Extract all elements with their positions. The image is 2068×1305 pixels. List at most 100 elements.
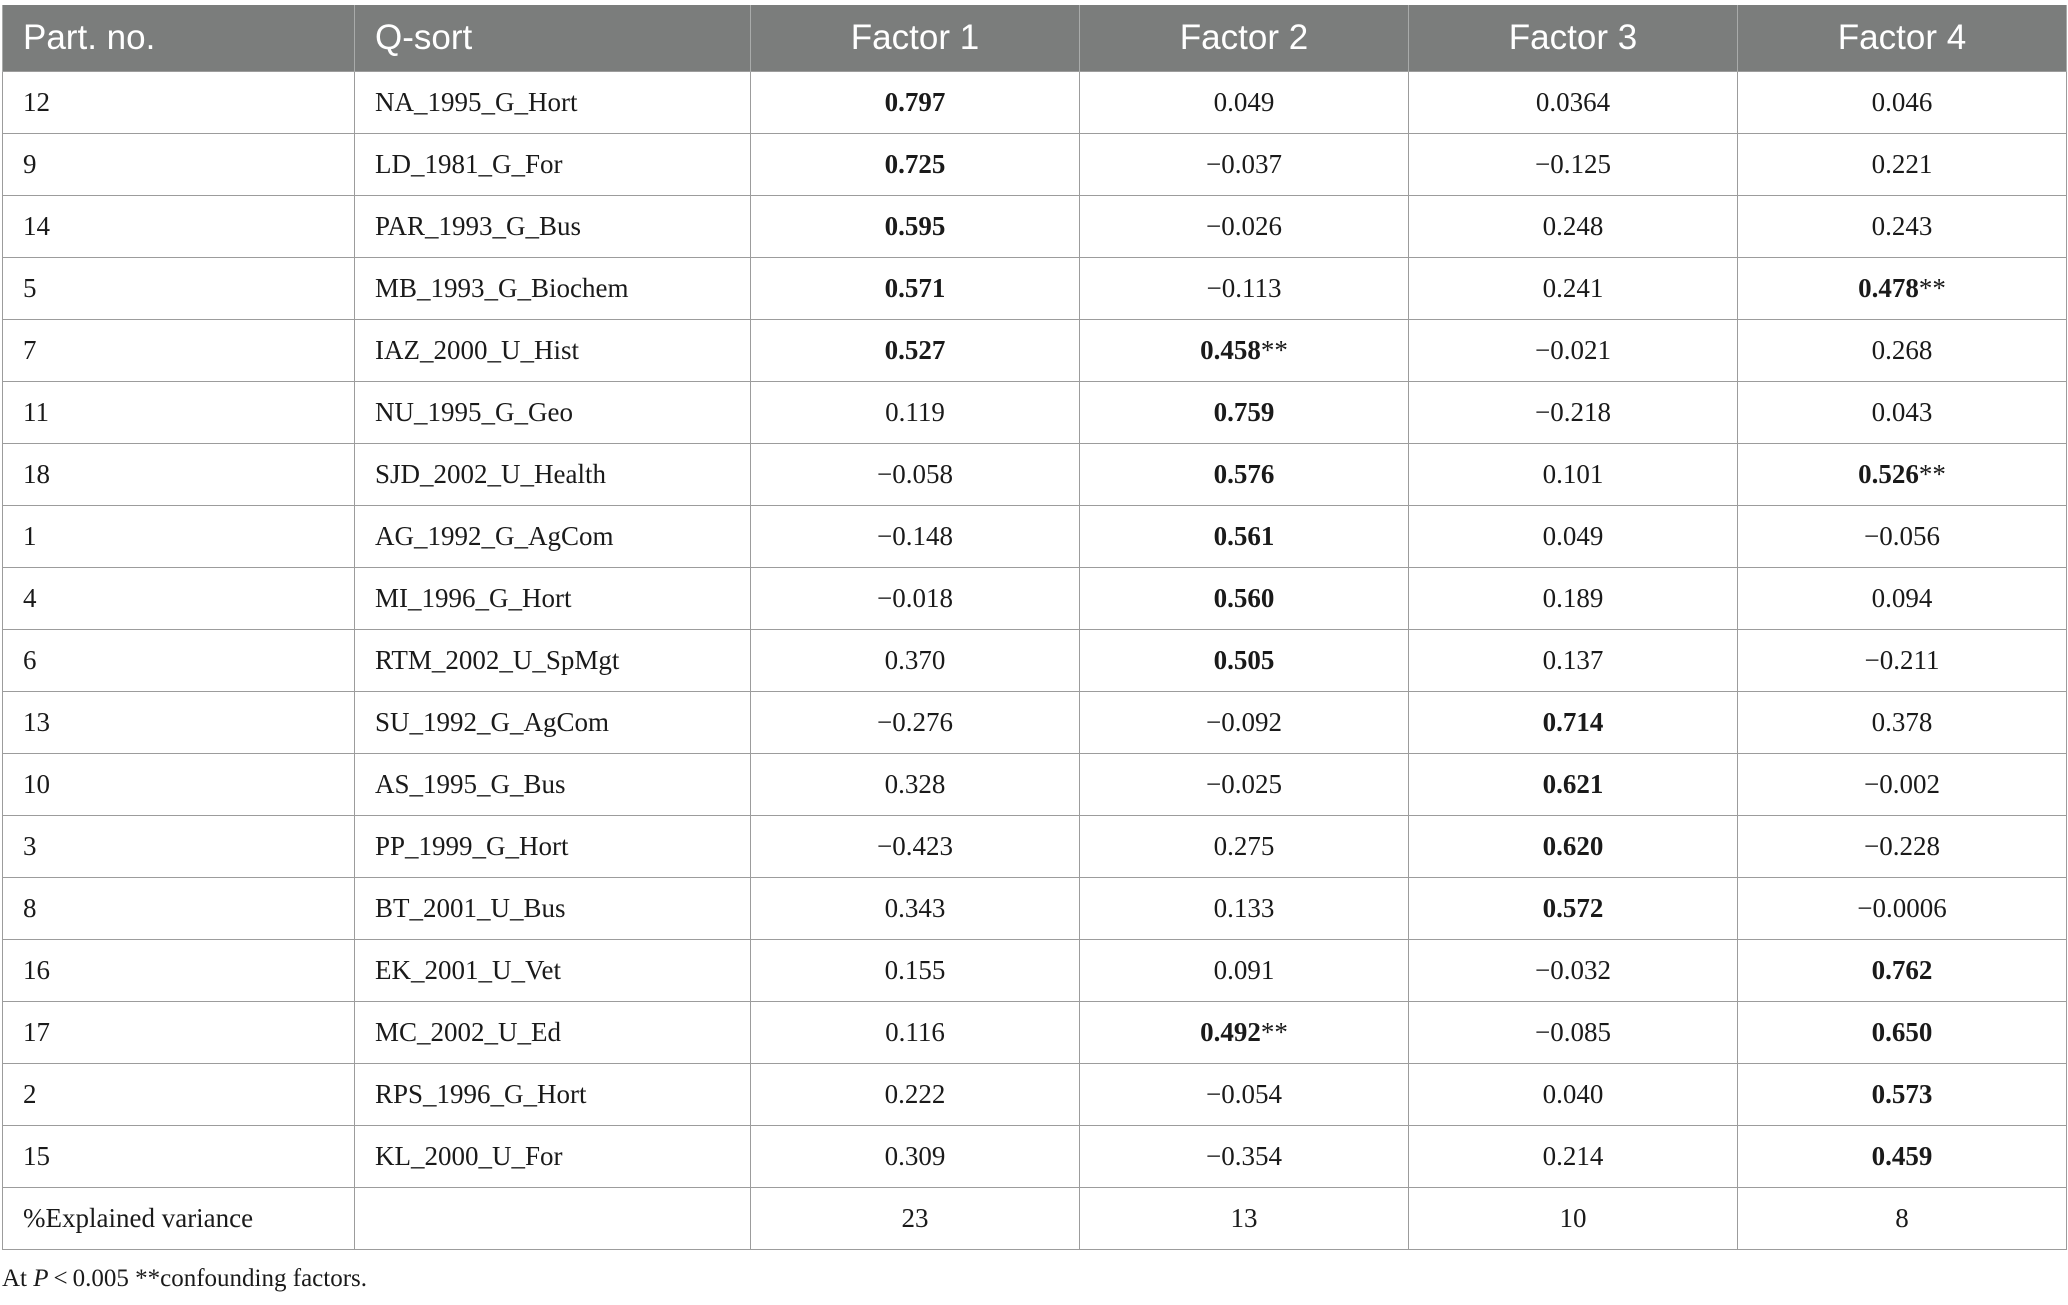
factor-3-loading-cell: 0.248 — [1408, 194, 1738, 258]
loading-value: 0.0364 — [1535, 86, 1611, 117]
q-sort-cell: NA_1995_G_Hort — [354, 70, 751, 134]
loading-value: 0.248 — [1542, 210, 1604, 241]
q-sort-cell: BT_2001_U_Bus — [354, 876, 751, 940]
factor-4-loading-cell: 0.046 — [1737, 70, 2067, 134]
factor-4-loading-cell: −0.211 — [1737, 628, 2067, 692]
participant-number-cell: 3 — [2, 814, 355, 878]
factor-1-loading-cell: 0.222 — [750, 1062, 1080, 1126]
loading-value: 0.620 — [1542, 830, 1604, 861]
factor-2-loading-cell: −0.113 — [1079, 256, 1409, 320]
loading-value: −0.0006 — [1857, 892, 1947, 923]
loading-value: −0.037 — [1206, 148, 1282, 179]
variance-factor-3: 10 — [1408, 1186, 1738, 1250]
factor-3-loading-cell: −0.085 — [1408, 1000, 1738, 1064]
participant-number-cell: 5 — [2, 256, 355, 320]
variance-row: %Explained variance 23 13 10 8 — [2, 1186, 2067, 1250]
factor-1-loading-cell: 0.571 — [750, 256, 1080, 320]
participant-number-cell: 6 — [2, 628, 355, 692]
loading-value: 0.621 — [1542, 768, 1604, 799]
participant-number-cell: 8 — [2, 876, 355, 940]
footnote-p-symbol: P — [33, 1265, 49, 1292]
participant-number-cell: 1 — [2, 504, 355, 568]
footnote-rest: < 0.005 **confounding factors. — [48, 1265, 368, 1292]
q-sort-cell: RTM_2002_U_SpMgt — [354, 628, 751, 692]
q-sort-cell: PP_1999_G_Hort — [354, 814, 751, 878]
factor-4-loading-cell: 0.268 — [1737, 318, 2067, 382]
table-row: 2 RPS_1996_G_Hort 0.222 −0.054 0.040 0.573 — [2, 1062, 2067, 1126]
participant-number-cell: 2 — [2, 1062, 355, 1126]
participant-number-cell: 7 — [2, 318, 355, 382]
table-row: 3 PP_1999_G_Hort −0.423 0.275 0.620 −0.228 — [2, 814, 2067, 878]
loading-value: 0.492 — [1200, 1016, 1261, 1047]
factor-3-loading-cell: −0.021 — [1408, 318, 1738, 382]
factor-1-loading-cell: −0.423 — [750, 814, 1080, 878]
factor-1-loading-cell: −0.018 — [750, 566, 1080, 630]
table-row: 1 AG_1992_G_AgCom −0.148 0.561 0.049 −0.056 — [2, 504, 2067, 568]
factor-2-loading-cell: −0.092 — [1079, 690, 1409, 754]
loading-value: 0.328 — [884, 768, 946, 799]
factor-3-loading-cell: 0.621 — [1408, 752, 1738, 816]
variance-label: %Explained variance — [2, 1186, 355, 1250]
loading-value: −0.148 — [877, 520, 953, 551]
loading-value: 0.576 — [1213, 458, 1275, 489]
loading-value: 0.458 — [1200, 334, 1261, 365]
factor-2-loading-cell: −0.054 — [1079, 1062, 1409, 1126]
loading-value: −0.092 — [1206, 706, 1282, 737]
q-sort-cell: RPS_1996_G_Hort — [354, 1062, 751, 1126]
factor-4-loading-cell: 0.243 — [1737, 194, 2067, 258]
factor-3-loading-cell: 0.189 — [1408, 566, 1738, 630]
loading-value: 0.309 — [884, 1140, 946, 1171]
q-sort-cell: AG_1992_G_AgCom — [354, 504, 751, 568]
loading-value: 0.243 — [1871, 210, 1933, 241]
loading-value: 0.268 — [1871, 334, 1933, 365]
loading-value: 0.343 — [884, 892, 946, 923]
loading-value: 0.762 — [1871, 954, 1933, 985]
factor-4-loading-cell: 0.378 — [1737, 690, 2067, 754]
loading-value: −0.125 — [1535, 148, 1611, 179]
q-sort-cell: AS_1995_G_Bus — [354, 752, 751, 816]
loading-value: 0.189 — [1542, 582, 1604, 613]
loading-value: 0.094 — [1871, 582, 1933, 613]
header-factor-1: Factor 1 — [750, 5, 1080, 71]
loading-value: 0.221 — [1871, 148, 1933, 179]
factor-2-loading-cell: 0.049 — [1079, 70, 1409, 134]
factor-2-loading-cell: 0.275 — [1079, 814, 1409, 878]
loading-value: 0.049 — [1542, 520, 1604, 551]
factor-4-loading-cell: −0.228 — [1737, 814, 2067, 878]
loading-value: 0.043 — [1871, 396, 1933, 427]
factor-4-loading-cell: 0.573 — [1737, 1062, 2067, 1126]
q-sort-cell: LD_1981_G_For — [354, 132, 751, 196]
loading-value: 0.370 — [884, 644, 946, 675]
loading-value: 0.137 — [1542, 644, 1604, 675]
participant-number-cell: 10 — [2, 752, 355, 816]
loading-value: 0.573 — [1871, 1078, 1933, 1109]
loading-value: 0.275 — [1213, 830, 1275, 861]
table-row: 18 SJD_2002_U_Health −0.058 0.576 0.101 0.526… — [2, 442, 2067, 506]
loading-value: 0.155 — [884, 954, 946, 985]
confounding-marker: ** — [1260, 1016, 1288, 1047]
loading-value: −0.423 — [877, 830, 953, 861]
participant-number-cell: 17 — [2, 1000, 355, 1064]
factor-2-loading-cell: 0.133 — [1079, 876, 1409, 940]
factor-3-loading-cell: −0.125 — [1408, 132, 1738, 196]
factor-2-loading-cell: 0.492** — [1079, 1000, 1409, 1064]
loading-value: 0.222 — [884, 1078, 946, 1109]
loading-value: −0.032 — [1535, 954, 1611, 985]
factor-2-loading-cell: 0.759 — [1079, 380, 1409, 444]
participant-number-cell: 12 — [2, 70, 355, 134]
header-factor-3: Factor 3 — [1408, 5, 1738, 71]
table-row: 5 MB_1993_G_Biochem 0.571 −0.113 0.241 0.478*… — [2, 256, 2067, 320]
footnote-prefix: At — [2, 1265, 34, 1292]
factor-loadings-table: Part. no. Q-sort Factor 1 Factor 2 Facto… — [2, 5, 2067, 1250]
table-row: 6 RTM_2002_U_SpMgt 0.370 0.505 0.137 −0.211 — [2, 628, 2067, 692]
loading-value: 0.133 — [1213, 892, 1275, 923]
factor-1-loading-cell: 0.116 — [750, 1000, 1080, 1064]
table-row: 4 MI_1996_G_Hort −0.018 0.560 0.189 0.094 — [2, 566, 2067, 630]
loading-value: 0.091 — [1213, 954, 1275, 985]
factor-1-loading-cell: 0.328 — [750, 752, 1080, 816]
factor-1-loading-cell: −0.148 — [750, 504, 1080, 568]
factor-3-loading-cell: 0.241 — [1408, 256, 1738, 320]
header-q-sort: Q-sort — [354, 5, 751, 71]
q-sort-cell: MI_1996_G_Hort — [354, 566, 751, 630]
header-factor-2: Factor 2 — [1079, 5, 1409, 71]
